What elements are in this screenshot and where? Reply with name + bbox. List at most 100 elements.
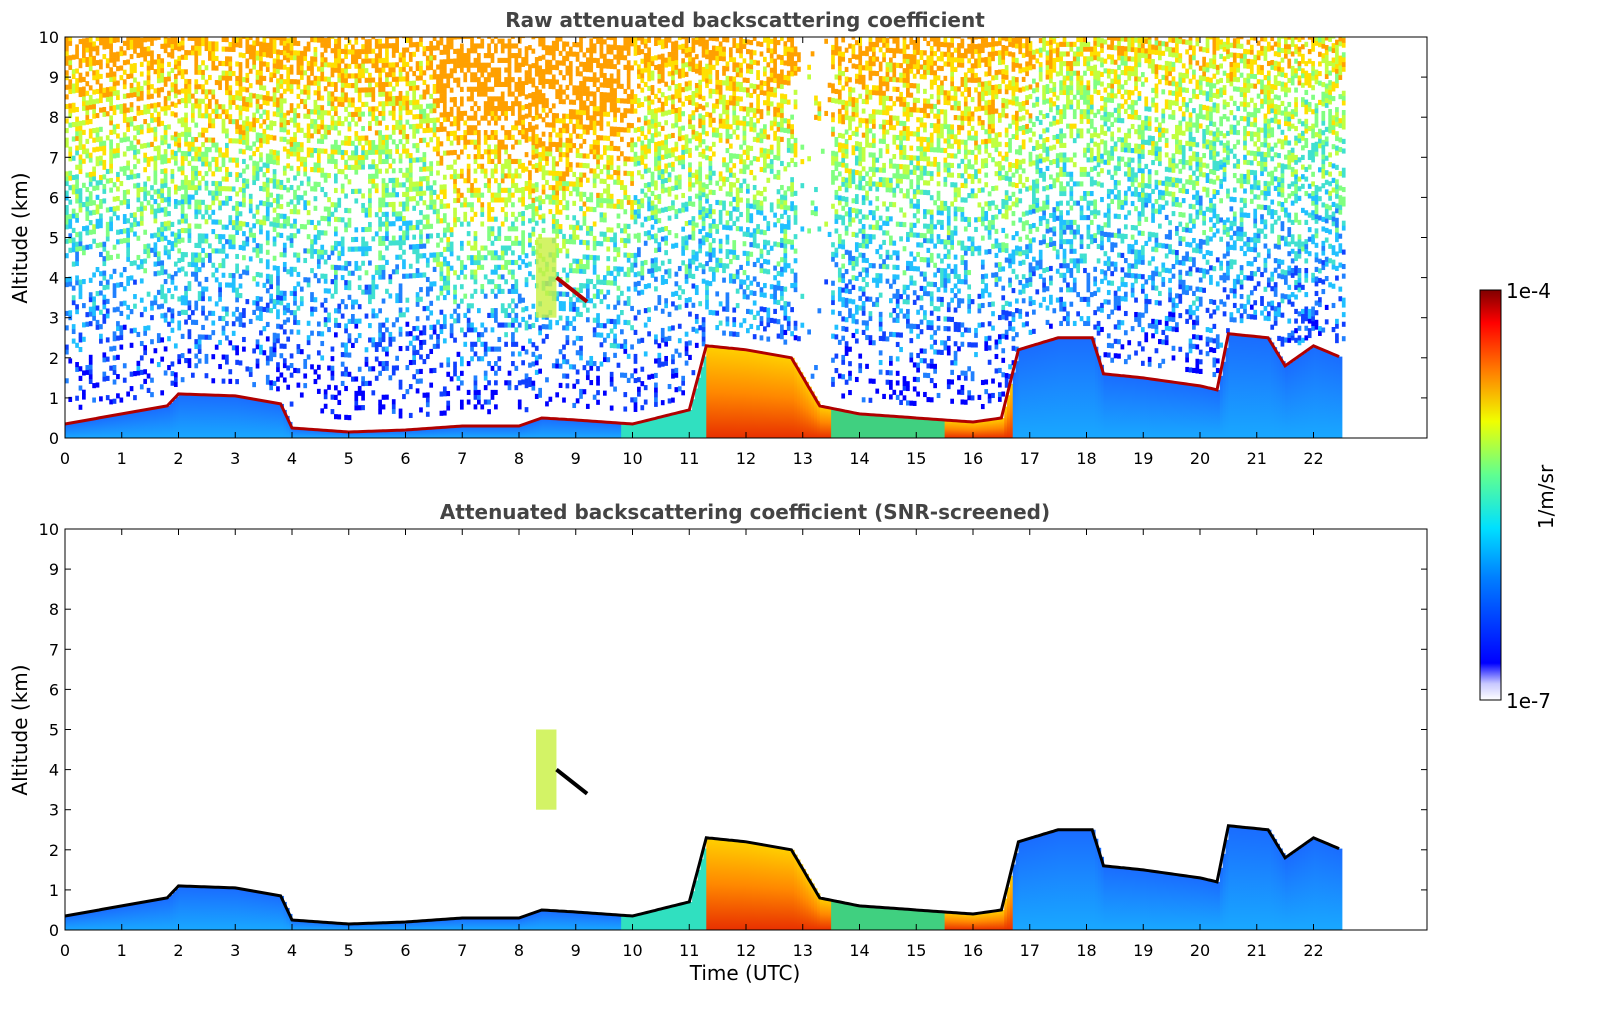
speckle-cell [483,101,488,107]
speckle-cell [102,150,107,156]
speckle-cell [255,37,260,42]
speckle-cell [470,322,474,328]
speckle-cell [225,128,229,134]
speckle-cell [129,92,134,98]
speckle-cell [477,197,481,203]
speckle-cell [568,46,573,52]
speckle-cell [497,96,502,102]
speckle-cell [218,84,222,91]
speckle-cell [85,206,90,212]
speckle-cell [449,265,454,271]
speckle-cell [303,156,308,163]
speckle-cell [395,124,399,130]
speckle-cell [340,241,345,247]
speckle-cell [565,84,570,91]
speckle-cell [289,242,294,248]
speckle-cell [255,108,260,114]
speckle-cell [368,207,372,213]
speckle-cell [78,188,83,194]
speckle-cell [374,43,379,49]
speckle-cell [585,264,590,270]
speckle-cell [255,93,260,100]
speckle-cell [276,270,280,276]
speckle-cell [517,110,522,116]
speckle-cell [463,120,468,126]
speckle-cell [262,75,267,82]
speckle-cell [453,361,457,367]
speckle-cell [68,88,73,95]
speckle-cell [487,101,491,107]
speckle-cell [92,224,96,230]
speckle-cell [173,199,178,205]
speckle-cell [211,310,216,316]
speckle-cell [337,390,342,396]
speckle-cell [330,120,335,126]
speckle-cell [235,263,239,269]
speckle-cell [517,173,522,179]
speckle-cell [160,183,165,189]
speckle-cell [589,43,594,49]
speckle-cell [194,214,199,220]
speckle-cell [333,216,338,222]
speckle-cell [180,194,185,200]
speckle-cell [276,280,280,286]
speckle-cell [150,112,154,119]
speckle-cell [197,223,202,229]
speckle-cell [126,232,130,238]
speckle-cell [116,176,120,182]
speckle-cell [534,182,539,188]
speckle-cell [439,49,444,55]
speckle-cell [483,149,488,155]
speckle-cell [442,174,447,180]
speckle-cell [122,93,127,99]
speckle-cell [303,373,308,379]
speckle-cell [129,82,134,89]
speckle-cell [483,255,488,261]
speckle-cell [579,71,583,77]
speckle-cell [371,337,376,343]
speckle-cell [293,233,297,239]
speckle-cell [500,96,505,102]
speckle-cell [265,134,270,140]
speckle-cell [483,346,488,352]
speckle-cell [459,399,464,405]
speckle-cell [303,161,308,167]
speckle-cell [494,389,498,395]
speckle-cell [255,252,260,258]
speckle-cell [477,356,481,362]
speckle-cell [163,105,168,111]
speckle-cell [184,271,188,277]
speckle-cell [190,108,195,114]
speckle-cell [313,104,318,110]
speckle-cell [92,99,96,105]
speckle-cell [303,257,308,264]
speckle-cell [78,332,83,338]
speckle-cell [371,236,376,242]
speckle-cell [470,346,474,352]
speckle-cell [173,160,178,166]
speckle-cell [320,66,325,72]
speckle-cell [582,254,587,260]
speckle-cell [395,177,399,183]
speckle-cell [487,182,491,189]
speckle-cell [105,395,110,401]
speckle-cell [419,229,423,235]
speckle-cell [156,116,161,122]
speckle-cell [190,170,195,176]
speckle-cell [129,116,134,122]
speckle-cell [82,182,86,188]
speckle-cell [405,76,410,82]
speckle-cell [276,367,280,373]
speckle-cell [323,192,328,198]
speckle-cell [385,91,389,97]
speckle-cell [459,149,464,155]
speckle-cell [112,61,117,67]
speckle-cell [354,63,359,69]
speckle-cell [150,141,154,147]
speckle-cell [490,115,495,121]
speckle-cell [75,260,79,267]
speckle-cell [442,68,447,74]
speckle-cell [184,295,188,301]
speckle-cell [497,149,502,155]
speckle-cell [473,168,478,174]
